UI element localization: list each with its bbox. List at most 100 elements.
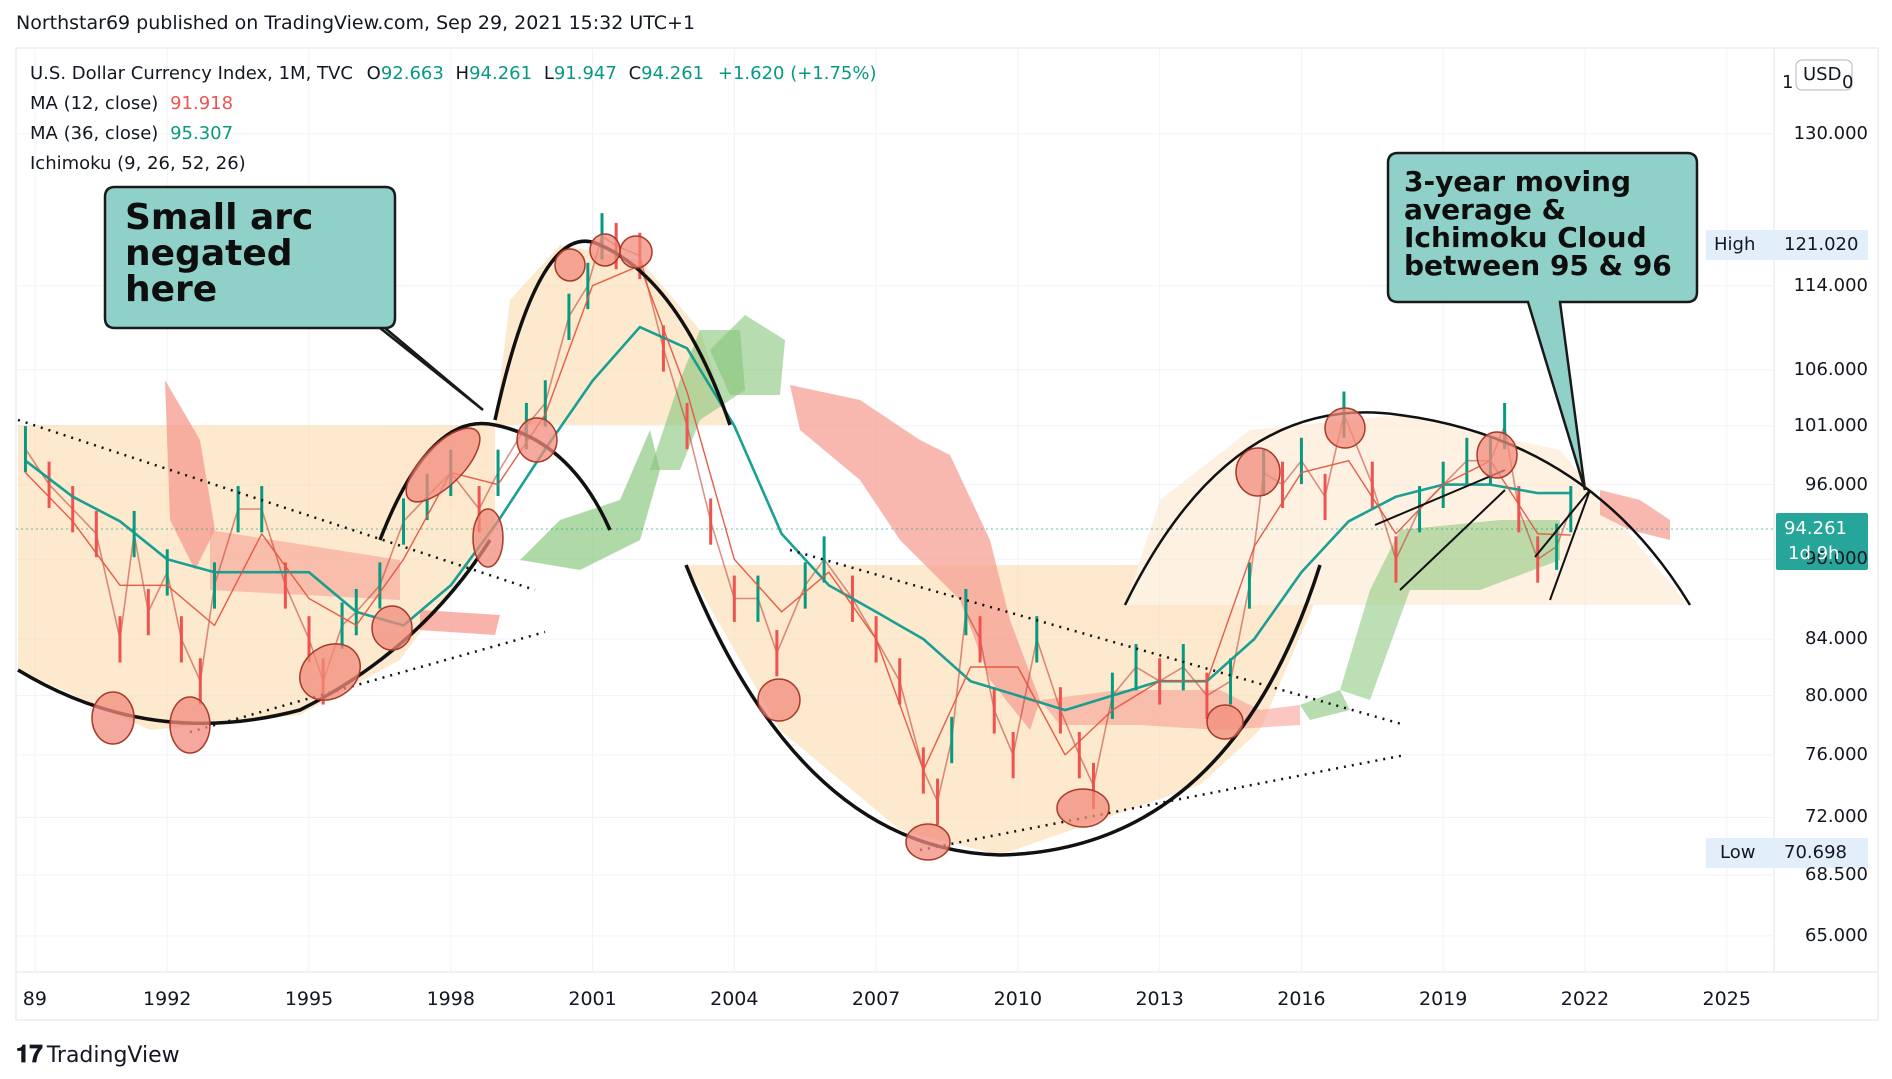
arc-shade-2001 <box>495 245 730 425</box>
low-label: L <box>543 63 554 84</box>
trend-lines <box>17 418 1406 852</box>
circle-2017 <box>1324 407 1366 449</box>
time-tick-label: 2022 <box>1560 988 1610 1010</box>
circle-1998b <box>472 508 504 568</box>
circle-2015 <box>1235 447 1281 497</box>
ichimoku-cloud <box>165 315 1670 730</box>
callout-right-shape <box>1386 151 1699 491</box>
cloud-red-2022 <box>1600 490 1670 540</box>
last-price-value: 94.261 <box>1784 518 1847 539</box>
arc-bottom-2008 <box>684 564 1322 857</box>
tradingview-logo-icon: 𝟏𝟕 <box>16 1040 43 1068</box>
ichimoku-legend[interactable]: Ichimoku (9, 26, 52, 26) <box>30 153 246 174</box>
time-tick-label: 1995 <box>284 988 334 1010</box>
channel-line-3 <box>1534 489 1591 558</box>
price-tick-label: 84.000 <box>1805 628 1868 650</box>
change-value: +1.620 (+1.75%) <box>717 63 877 84</box>
circle-2020 <box>1476 431 1518 479</box>
currency-label[interactable]: USD <box>1803 64 1842 85</box>
last-price-badge <box>1776 513 1868 570</box>
channel-line-1 <box>1374 469 1506 526</box>
price-tick-label: 106.000 <box>1793 358 1868 380</box>
ma36-label: MA (36, close) <box>30 123 159 144</box>
circle-1998 <box>405 427 481 503</box>
ichimoku-label: Ichimoku (9, 26, 52, 26) <box>30 153 246 174</box>
callout-left-shape <box>103 185 484 411</box>
price-tick-label: 80.000 <box>1805 684 1868 706</box>
cloud-green-2003 <box>710 315 785 395</box>
highlight-circles <box>91 233 1518 861</box>
trendline-up-1992 <box>189 630 546 734</box>
circle-1999 <box>516 417 558 463</box>
low-value: 91.947 <box>553 63 617 84</box>
channel-line-4 <box>1549 489 1591 601</box>
symbol-name: U.S. Dollar Currency Index, 1M, TVC <box>30 63 353 84</box>
circle-1997 <box>371 605 413 651</box>
top-partial-end-label: 0 <box>1842 72 1854 93</box>
circle-1995 <box>299 643 361 701</box>
high-badge <box>1706 230 1868 260</box>
ma36-line <box>24 325 1571 712</box>
price-tick-label: 68.500 <box>1805 864 1868 886</box>
circle-2004 <box>757 678 801 722</box>
time-tick-label: 2010 <box>993 988 1043 1010</box>
price-tick-label: 130.000 <box>1793 122 1868 144</box>
circle-2008 <box>905 823 951 861</box>
price-tick-label: 65.000 <box>1805 924 1868 946</box>
chart-frame <box>15 47 1879 1021</box>
low-badge <box>1706 838 1868 868</box>
channel-lines <box>1374 469 1591 601</box>
circle-1992 <box>169 696 211 754</box>
currency-badge[interactable] <box>1795 59 1853 91</box>
price-tick-label: 96.000 <box>1805 473 1868 495</box>
time-tick-label: 89 <box>22 988 47 1010</box>
trendline-down-1990 <box>17 418 536 592</box>
low-value: 70.698 <box>1784 842 1847 863</box>
channel-line-2 <box>1399 489 1506 591</box>
high-label: H <box>455 63 470 84</box>
ma12-legend[interactable]: MA (12, close) 91.918 <box>30 93 233 114</box>
price-line <box>24 235 1572 803</box>
arc-top-2017 <box>1123 411 1692 606</box>
high-value: 121.020 <box>1784 234 1859 255</box>
circle-2001 <box>589 233 621 267</box>
time-tick-label: 2016 <box>1277 988 1326 1010</box>
time-tick-label: 2007 <box>851 988 901 1010</box>
cloud-red-1998 <box>420 610 500 635</box>
high-label: High <box>1714 234 1756 255</box>
cloud-red-2005 <box>790 385 1040 730</box>
cloud-red-1991 <box>165 380 215 570</box>
time-tick-label: 2004 <box>710 988 759 1010</box>
price-tick-label: 90.000 <box>1805 548 1868 570</box>
price-tick-label: 101.000 <box>1793 414 1868 436</box>
time-tick-label: 2013 <box>1135 988 1184 1010</box>
cloud-red-1993 <box>210 530 400 600</box>
top-partial-label: 1 <box>1782 72 1794 93</box>
price-tick-label: 76.000 <box>1805 743 1868 765</box>
time-tick-label: 2001 <box>568 988 617 1010</box>
cloud-green-2000 <box>520 430 660 570</box>
callout-left-text: Small arc negated here <box>125 197 314 310</box>
circle-2011 <box>1056 788 1110 828</box>
symbol-legend[interactable]: U.S. Dollar Currency Index, 1M, TVC O92.… <box>30 63 877 84</box>
footer-brand-text: TradingView <box>46 1043 180 1068</box>
last-price-countdown: 1d 9h <box>1788 543 1840 564</box>
callout-right <box>1386 151 1699 491</box>
low-label: Low <box>1720 842 1756 863</box>
open-value: 92.663 <box>380 63 444 84</box>
time-tick-label: 2019 <box>1419 988 1468 1010</box>
publisher-line: Northstar69 published on TradingView.com… <box>16 12 696 34</box>
circle-1990 <box>91 691 135 745</box>
ma36-legend[interactable]: MA (36, close) 95.307 <box>30 123 233 144</box>
close-value: 94.261 <box>641 63 705 84</box>
ma12-value: 91.918 <box>170 93 234 114</box>
footer-brand[interactable]: 𝟏𝟕 TradingView <box>16 1040 180 1068</box>
circle-2001b <box>619 235 653 269</box>
price-tick-label: 114.000 <box>1793 274 1868 296</box>
high-value: 94.261 <box>469 63 533 84</box>
ma36-value: 95.307 <box>170 123 234 144</box>
price-tick-label: 72.000 <box>1805 806 1868 828</box>
circle-2000 <box>554 248 586 282</box>
ma12-line <box>24 264 1571 771</box>
